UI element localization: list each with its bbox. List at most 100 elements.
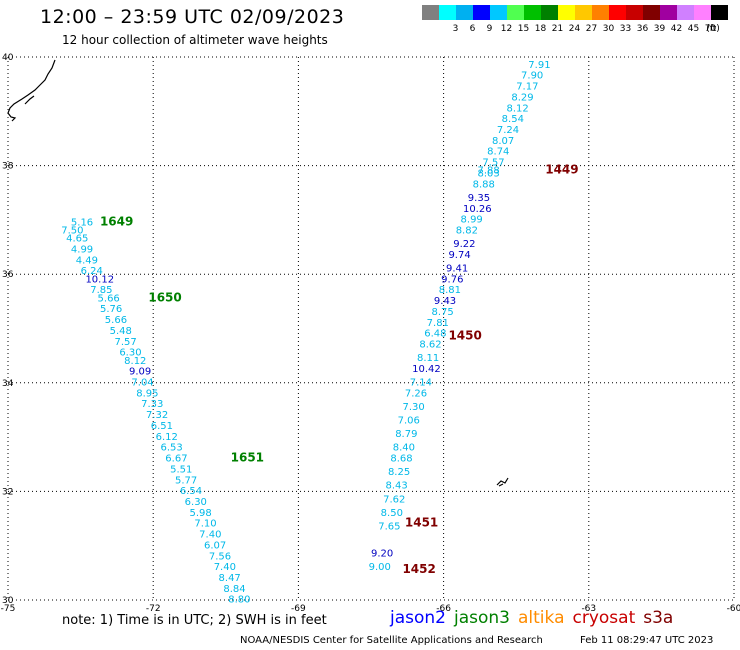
wave-height-value: 8.74: [487, 147, 509, 158]
wave-height-value: 7.40: [214, 562, 236, 573]
wave-height-value: 7.88: [477, 166, 499, 177]
wave-height-value: 5.48: [110, 326, 132, 337]
wave-height-value: 7.50: [61, 225, 83, 236]
coastline-path: [7, 59, 56, 122]
legend-label: 21: [551, 24, 564, 34]
wave-height-value: 8.95: [136, 388, 158, 399]
wave-height-value: 7.06: [398, 416, 420, 427]
wave-height-value: 5.16: [71, 217, 93, 228]
wave-height-value: 9.43: [434, 296, 456, 307]
wave-height-value: 6.67: [165, 454, 187, 465]
wave-height-value: 7.56: [209, 551, 231, 562]
legend-label: 15: [517, 24, 530, 34]
wave-height-value: 5.51: [170, 464, 192, 475]
x-tick-label: -63: [581, 604, 596, 614]
pass-time-label: 1650: [148, 290, 181, 304]
wave-height-value: 6.30: [119, 348, 141, 359]
y-tick-label: 40: [2, 53, 14, 63]
legend-swatch: [541, 5, 558, 20]
legend-label: 39: [653, 24, 666, 34]
footnote: note: 1) Time is in UTC; 2) SWH is in fe…: [62, 613, 327, 628]
legend-label: 24: [568, 24, 581, 34]
wave-height-value: 8.80: [228, 595, 250, 606]
wave-height-value: 10.26: [463, 204, 492, 215]
coastline: [7, 59, 509, 487]
wave-height-values: 5.167.504.654.994.496.2410.127.855.665.7…: [61, 60, 550, 606]
legend-label: 70: [704, 24, 717, 34]
legend-label: 12: [500, 24, 513, 34]
wave-height-value: 7.10: [194, 519, 216, 530]
wave-height-value: 6.53: [160, 443, 182, 454]
satellite-name: s3a: [643, 608, 674, 628]
wave-height-value: 6.07: [204, 540, 226, 551]
wave-height-value: 7.30: [402, 402, 424, 413]
wave-height-value: 10.12: [85, 274, 114, 285]
wave-height-value: 4.49: [76, 255, 98, 266]
wave-height-value: 8.81: [439, 285, 461, 296]
legend-label: 9: [486, 24, 493, 34]
wave-height-value: 7.14: [410, 378, 432, 389]
wave-height-value: 7.33: [141, 399, 163, 410]
wave-height-value: 8.29: [511, 92, 533, 103]
wave-height-value: 8.47: [219, 573, 241, 584]
wave-height-value: 9.41: [446, 263, 468, 274]
pass-time-labels: 1649 1650 1651 1449 1450 1451 1452: [100, 163, 579, 576]
generation-timestamp: Feb 11 08:29:47 UTC 2023: [580, 635, 714, 646]
legend-label: 3: [452, 24, 459, 34]
wave-height-value: 8.43: [386, 481, 408, 492]
wave-height-value: 9.20: [371, 549, 393, 560]
wave-height-value: 5.66: [98, 293, 120, 304]
wave-height-value: 8.68: [390, 454, 412, 465]
legend-swatch: [643, 5, 660, 20]
wave-height-value: 6.30: [185, 497, 207, 508]
legend-swatch: [711, 5, 728, 20]
wave-height-value: 7.24: [497, 125, 519, 136]
wave-height-value: 4.99: [71, 244, 93, 255]
legend-swatch: [694, 5, 711, 20]
legend-swatch: [575, 5, 592, 20]
legend-swatch: [490, 5, 507, 20]
page-subtitle: 12 hour collection of altimeter wave hei…: [62, 33, 328, 47]
wave-height-value: 8.07: [492, 136, 514, 147]
x-tick-label: -69: [291, 604, 306, 614]
wave-height-value: 7.17: [516, 82, 538, 93]
satellite-legend: jason2 jason3 altika cryosat s3a: [390, 608, 681, 628]
y-tick-label: 34: [2, 379, 14, 389]
wave-height-value: 9.09: [129, 367, 151, 378]
pass-time-label: 1450: [448, 328, 481, 342]
wave-height-value: 9.35: [468, 193, 490, 204]
wave-height-value: 5.66: [105, 315, 127, 326]
satellite-name: jason3: [454, 608, 510, 628]
page-title: 12:00 – 23:59 UTC 02/09/2023: [40, 6, 345, 28]
x-tick-label: -60: [727, 604, 740, 614]
wave-height-value: 9.74: [448, 250, 470, 261]
wave-height-value: 8.84: [223, 584, 245, 595]
wave-height-value: 7.57: [114, 337, 136, 348]
wave-height-value: 7.04: [131, 378, 153, 389]
wave-height-value: 5.77: [175, 475, 197, 486]
wave-height-value: 8.03: [477, 168, 499, 179]
wave-height-value: 10.42: [412, 364, 441, 375]
wave-height-value: 7.90: [521, 71, 543, 82]
satellite-name: altika: [518, 608, 565, 628]
legend-label: 18: [534, 24, 547, 34]
legend-label: 45: [687, 24, 700, 34]
wave-height-value: 8.62: [419, 340, 441, 351]
wave-height-value: 7.62: [383, 494, 405, 505]
wave-height-value: 8.82: [456, 225, 478, 236]
legend-swatch: [524, 5, 541, 20]
satellite-name: cryosat: [572, 608, 636, 628]
legend-swatch: [507, 5, 524, 20]
legend-label: 33: [619, 24, 632, 34]
legend-label: 36: [636, 24, 649, 34]
satellite-name: jason2: [390, 608, 446, 628]
wave-height-value: 8.40: [393, 443, 415, 454]
wave-height-value: 6.51: [151, 421, 173, 432]
wave-height-value: 7.65: [378, 521, 400, 532]
island-path: [496, 477, 509, 487]
legend-unit: (ft): [706, 24, 720, 34]
pass-time-label: 1452: [402, 562, 435, 576]
wave-height-value: 8.11: [417, 353, 439, 364]
wave-height-value: 6.24: [81, 266, 103, 277]
pass-time-label: 1649: [100, 214, 133, 228]
